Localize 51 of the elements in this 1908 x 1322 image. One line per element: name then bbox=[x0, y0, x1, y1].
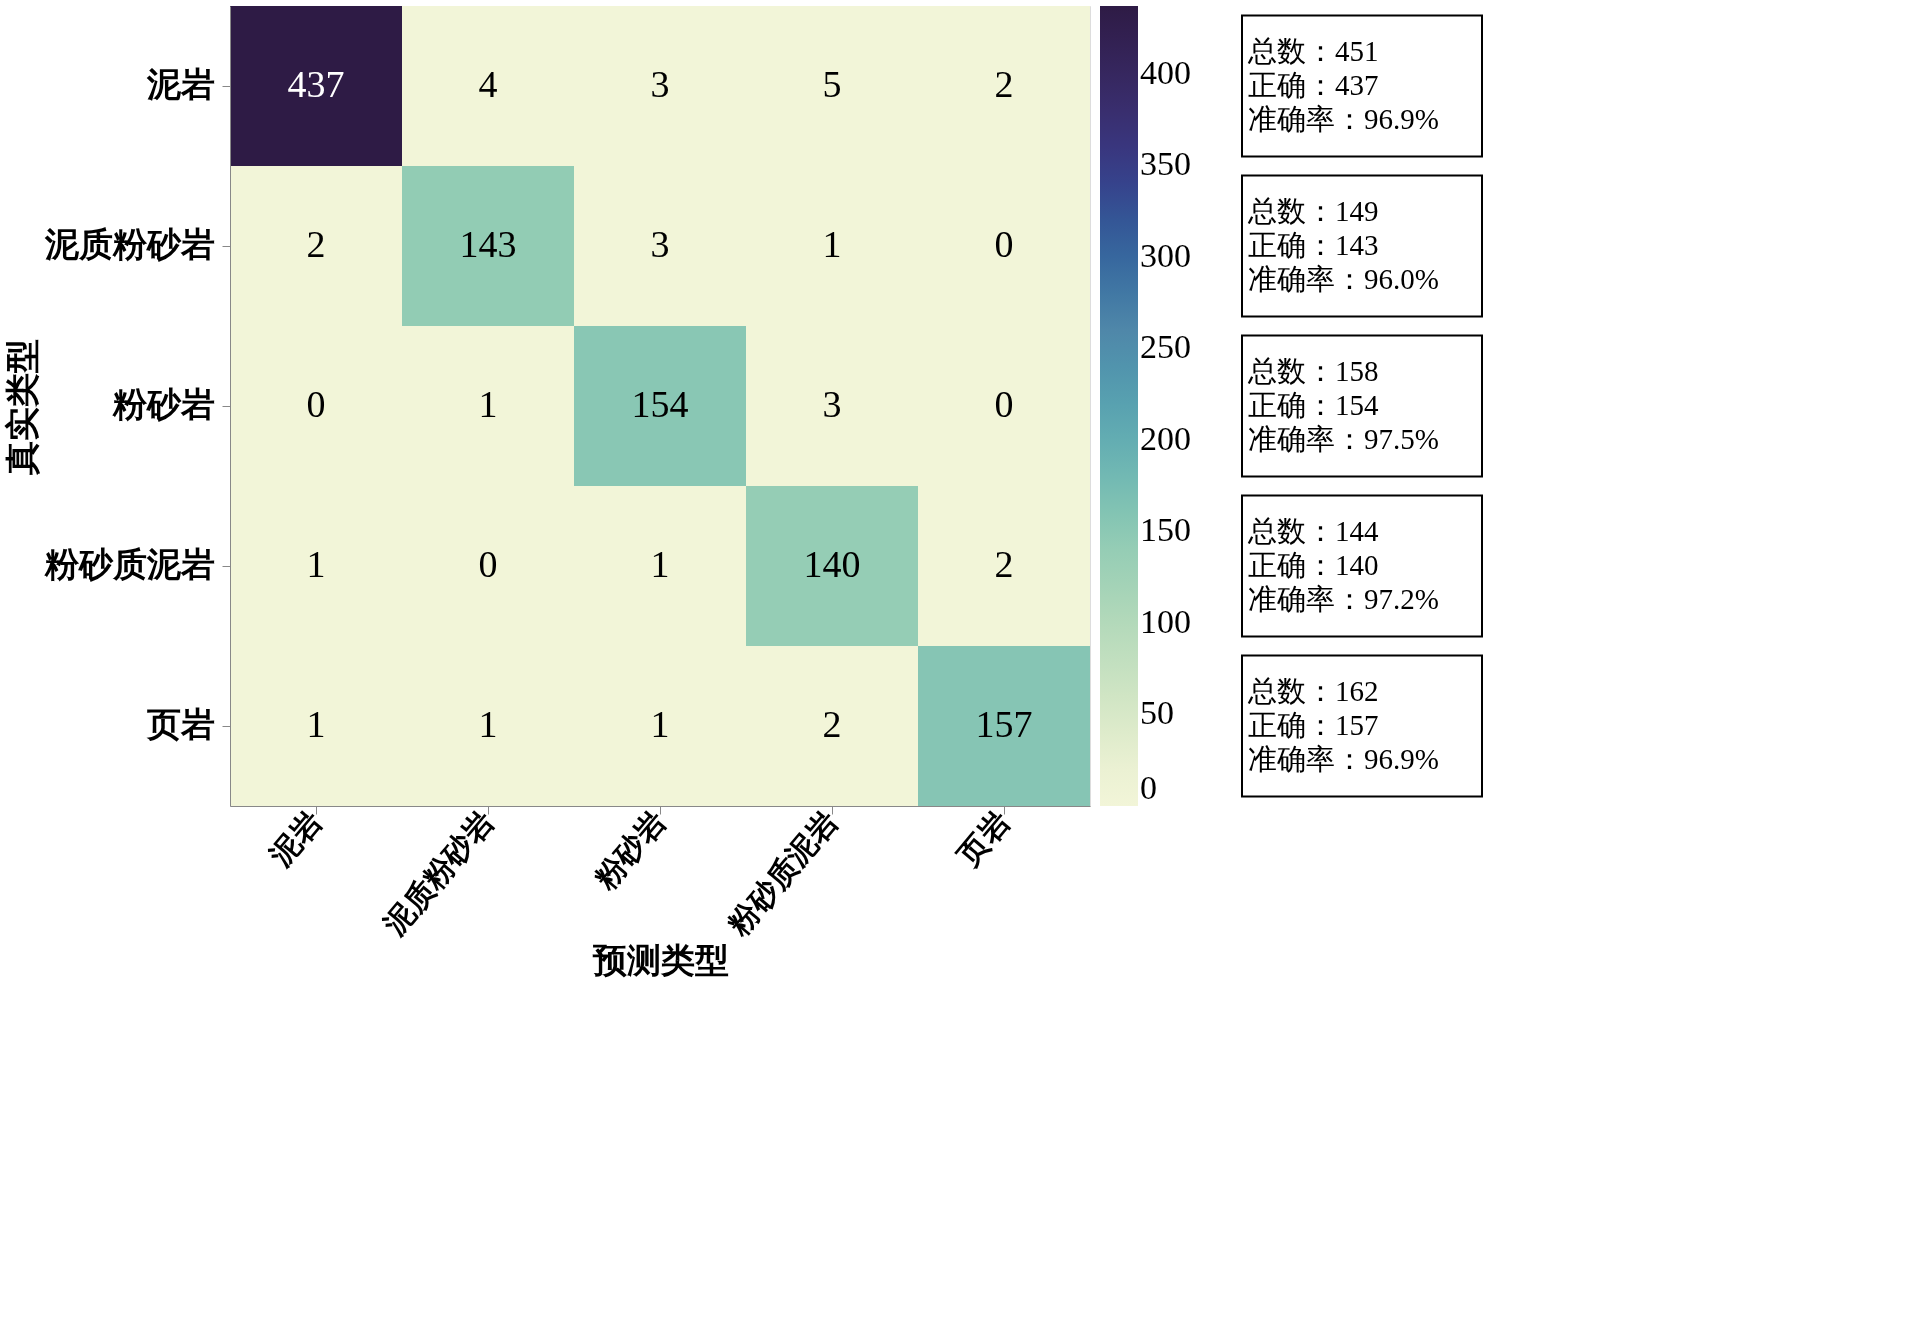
data-label: 437 bbox=[287, 63, 345, 105]
data-label: 1 bbox=[478, 383, 498, 425]
color-bar-label: 150 bbox=[1140, 511, 1191, 549]
color-bar-label: 400 bbox=[1140, 53, 1191, 91]
y-tick-label: 泥质粉砂岩 bbox=[43, 226, 215, 263]
data-label: 0 bbox=[994, 383, 1014, 425]
color-bar-label: 250 bbox=[1140, 328, 1191, 366]
data-label: 3 bbox=[650, 63, 670, 105]
data-label: 0 bbox=[306, 383, 326, 425]
data-label: 1 bbox=[478, 703, 498, 745]
data-label: 2 bbox=[994, 543, 1014, 585]
data-label: 1 bbox=[650, 703, 670, 745]
x-tick-label: 粉砂质泥岩 bbox=[721, 804, 844, 942]
data-label: 1 bbox=[306, 703, 326, 745]
y-tick-label: 粉砂质泥岩 bbox=[43, 546, 215, 583]
data-label: 140 bbox=[803, 543, 861, 585]
data-label: 0 bbox=[994, 223, 1014, 265]
data-label: 0 bbox=[478, 543, 498, 585]
text: 总数：158 正确：154 准确率：97.5% bbox=[1247, 355, 1439, 455]
color-bar-label: 350 bbox=[1140, 145, 1191, 183]
x-tick-label: 泥岩 bbox=[263, 804, 328, 873]
data-label: 157 bbox=[975, 703, 1033, 745]
x-tick-label: 粉砂岩 bbox=[587, 804, 672, 896]
color-bar-label: 0 bbox=[1140, 769, 1157, 806]
text: 总数：451 正确：437 准确率：96.9% bbox=[1247, 35, 1439, 135]
data-label: 143 bbox=[459, 223, 517, 265]
text: 总数：162 正确：157 准确率：96.9% bbox=[1247, 675, 1439, 775]
color-bar-label: 300 bbox=[1140, 236, 1191, 274]
y-tick-label: 泥岩 bbox=[145, 66, 215, 103]
data-label: 4 bbox=[478, 63, 498, 105]
x-axis-title: 预测类型 bbox=[591, 942, 729, 980]
text: 总数：144 正确：140 准确率：97.2% bbox=[1247, 515, 1439, 615]
y-tick-label: 粉砂岩 bbox=[111, 386, 215, 423]
data-label: 5 bbox=[822, 63, 842, 105]
color-bar-label: 50 bbox=[1140, 694, 1174, 732]
data-label: 154 bbox=[631, 383, 689, 425]
x-tick-label: 泥质粉砂岩 bbox=[377, 804, 500, 942]
data-label: 1 bbox=[306, 543, 326, 585]
data-label: 3 bbox=[650, 223, 670, 265]
data-label: 1 bbox=[822, 223, 842, 265]
data-label: 2 bbox=[994, 63, 1014, 105]
x-tick-label: 页岩 bbox=[951, 804, 1016, 873]
text: 总数：149 正确：143 准确率：96.0% bbox=[1247, 195, 1439, 295]
y-axis-title: 真实类型 bbox=[3, 338, 41, 476]
y-tick-label: 页岩 bbox=[145, 706, 215, 743]
data-label: 2 bbox=[822, 703, 842, 745]
color-bar-label: 100 bbox=[1140, 602, 1191, 640]
data-label: 1 bbox=[650, 543, 670, 585]
color-bar-label: 200 bbox=[1140, 419, 1191, 457]
data-label: 3 bbox=[822, 383, 842, 425]
data-label: 2 bbox=[306, 223, 326, 265]
